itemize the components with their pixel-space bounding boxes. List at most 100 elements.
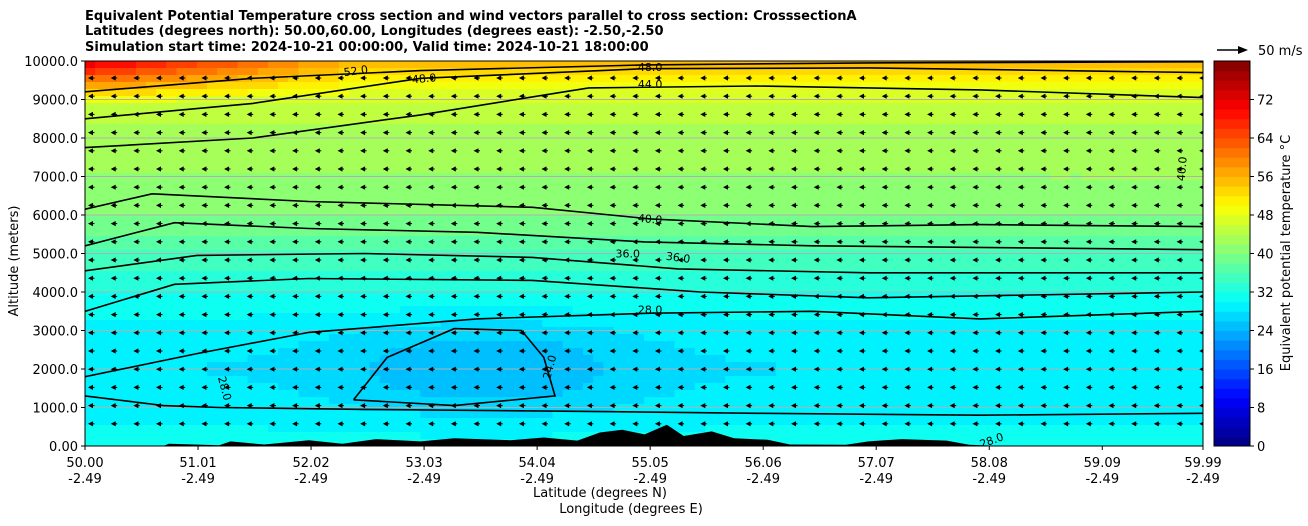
field-cell bbox=[999, 208, 1011, 216]
field-cell bbox=[542, 348, 554, 356]
field-cell bbox=[898, 159, 909, 167]
field-cell bbox=[959, 432, 970, 440]
field-cell bbox=[694, 285, 706, 293]
field-cell bbox=[796, 201, 808, 209]
field-cell bbox=[623, 229, 635, 237]
field-cell bbox=[887, 159, 899, 167]
field-cell bbox=[735, 229, 747, 237]
field-cell bbox=[511, 145, 523, 153]
field-cell bbox=[430, 369, 442, 377]
field-cell bbox=[501, 159, 513, 167]
field-cell bbox=[461, 110, 472, 118]
field-cell bbox=[765, 194, 777, 202]
field-cell bbox=[674, 159, 686, 167]
field-cell bbox=[796, 138, 808, 146]
field-cell bbox=[481, 313, 493, 321]
field-cell bbox=[583, 152, 594, 160]
field-cell bbox=[999, 61, 1011, 69]
field-cell bbox=[278, 271, 289, 279]
field-cell bbox=[471, 61, 482, 69]
field-cell bbox=[217, 236, 228, 244]
field-cell bbox=[583, 222, 594, 230]
field-cell bbox=[349, 180, 361, 188]
field-cell bbox=[339, 208, 350, 216]
field-cell bbox=[664, 131, 676, 139]
field-cell bbox=[257, 89, 269, 97]
field-cell bbox=[450, 152, 462, 160]
field-cell bbox=[471, 222, 482, 230]
field-cell bbox=[593, 166, 604, 174]
field-cell bbox=[410, 145, 421, 153]
field-cell bbox=[715, 208, 726, 216]
field-cell bbox=[328, 82, 340, 90]
field-cell bbox=[684, 117, 696, 125]
field-cell bbox=[979, 278, 991, 286]
field-cell bbox=[725, 383, 737, 391]
field-cell bbox=[715, 306, 726, 314]
field-cell bbox=[704, 313, 716, 321]
field-cell bbox=[471, 355, 482, 363]
field-cell bbox=[959, 208, 970, 216]
field-cell bbox=[735, 145, 747, 153]
field-cell bbox=[887, 299, 899, 307]
field-cell bbox=[664, 369, 676, 377]
field-cell bbox=[145, 89, 157, 97]
field-cell bbox=[613, 75, 625, 83]
field-cell bbox=[857, 397, 869, 405]
field-cell bbox=[237, 376, 249, 384]
field-cell bbox=[125, 285, 137, 293]
field-cell bbox=[115, 117, 127, 125]
field-cell bbox=[461, 418, 472, 426]
field-cell bbox=[461, 194, 472, 202]
field-cell bbox=[969, 278, 980, 286]
field-cell bbox=[948, 61, 960, 69]
field-cell bbox=[938, 201, 950, 209]
field-cell bbox=[308, 103, 320, 111]
field-cell bbox=[918, 201, 930, 209]
field-cell bbox=[166, 103, 178, 111]
field-cell bbox=[440, 348, 452, 356]
field-cell bbox=[735, 432, 747, 440]
field-cell bbox=[156, 187, 167, 195]
field-cell bbox=[522, 320, 533, 328]
field-cell bbox=[410, 348, 421, 356]
field-cell bbox=[145, 229, 157, 237]
field-cell bbox=[115, 369, 127, 377]
field-cell bbox=[725, 75, 737, 83]
field-cell bbox=[85, 418, 96, 426]
field-cell bbox=[298, 299, 310, 307]
field-cell bbox=[196, 215, 208, 223]
field-cell bbox=[715, 383, 726, 391]
field-cell bbox=[298, 110, 310, 118]
field-cell bbox=[816, 187, 828, 195]
field-cell bbox=[654, 306, 665, 314]
field-cell bbox=[135, 278, 147, 286]
field-cell bbox=[328, 320, 340, 328]
field-cell bbox=[765, 376, 777, 384]
field-cell bbox=[552, 334, 564, 342]
field-cell bbox=[969, 418, 980, 426]
field-cell bbox=[217, 215, 228, 223]
field-cell bbox=[176, 432, 188, 440]
field-cell bbox=[552, 243, 564, 251]
field-cell bbox=[562, 299, 574, 307]
field-cell bbox=[359, 376, 371, 384]
field-cell bbox=[145, 159, 157, 167]
field-cell bbox=[826, 187, 838, 195]
field-cell bbox=[328, 292, 340, 300]
field-cell bbox=[156, 243, 167, 251]
field-cell bbox=[898, 103, 909, 111]
field-cell bbox=[440, 194, 452, 202]
field-cell bbox=[654, 117, 665, 125]
field-cell bbox=[572, 376, 584, 384]
field-cell bbox=[542, 418, 554, 426]
field-cell bbox=[654, 334, 665, 342]
field-cell bbox=[85, 103, 96, 111]
field-cell bbox=[430, 355, 442, 363]
field-cell bbox=[359, 194, 371, 202]
field-cell bbox=[532, 159, 543, 167]
field-cell bbox=[511, 257, 523, 265]
field-cell bbox=[308, 313, 320, 321]
field-cell bbox=[115, 138, 127, 146]
field-cell bbox=[400, 236, 411, 244]
